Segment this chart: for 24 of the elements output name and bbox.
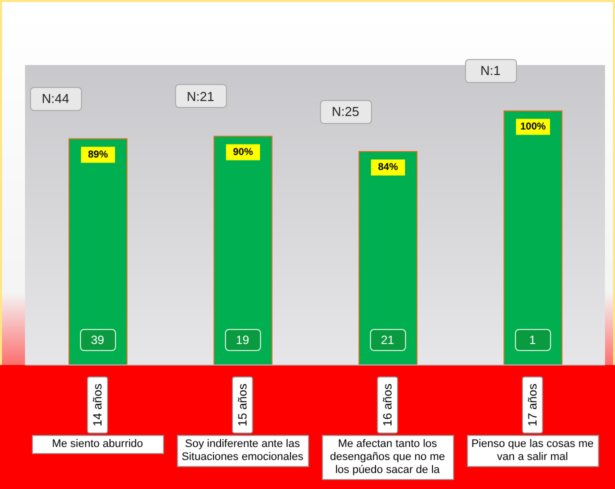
data-label: 90% [232, 146, 254, 158]
annotation: N:25 [320, 100, 372, 124]
bar [68, 138, 128, 365]
x-tick-label: 16 años [380, 384, 394, 426]
x-tick-label: 17 años [526, 384, 540, 426]
bar [504, 110, 562, 365]
bar [358, 151, 418, 365]
data-label: 84% [378, 162, 398, 173]
text: Me siento aburrido [32, 435, 164, 454]
x-tick-label: 15 años [236, 384, 250, 426]
x-tick-label: 14 años [90, 384, 104, 426]
data-label: 89% [88, 149, 108, 160]
text: N:44 [30, 86, 82, 111]
text: N:1 [464, 58, 516, 83]
annotation: 1 [514, 328, 550, 351]
annotation: 39 [80, 328, 116, 351]
text: N:21 [174, 84, 226, 108]
text: Me afectan tanto los desengaños que no me los púedo sacar de la [322, 435, 454, 480]
annotation: 21 [370, 328, 406, 351]
annotation: 19 [224, 328, 260, 351]
data-label: 100% [520, 121, 546, 132]
text: Pienso que las cosas me van a salir mal [466, 435, 598, 467]
bar [214, 136, 272, 365]
text: Soy indiferente ante las Situaciones emocionales [176, 435, 308, 467]
